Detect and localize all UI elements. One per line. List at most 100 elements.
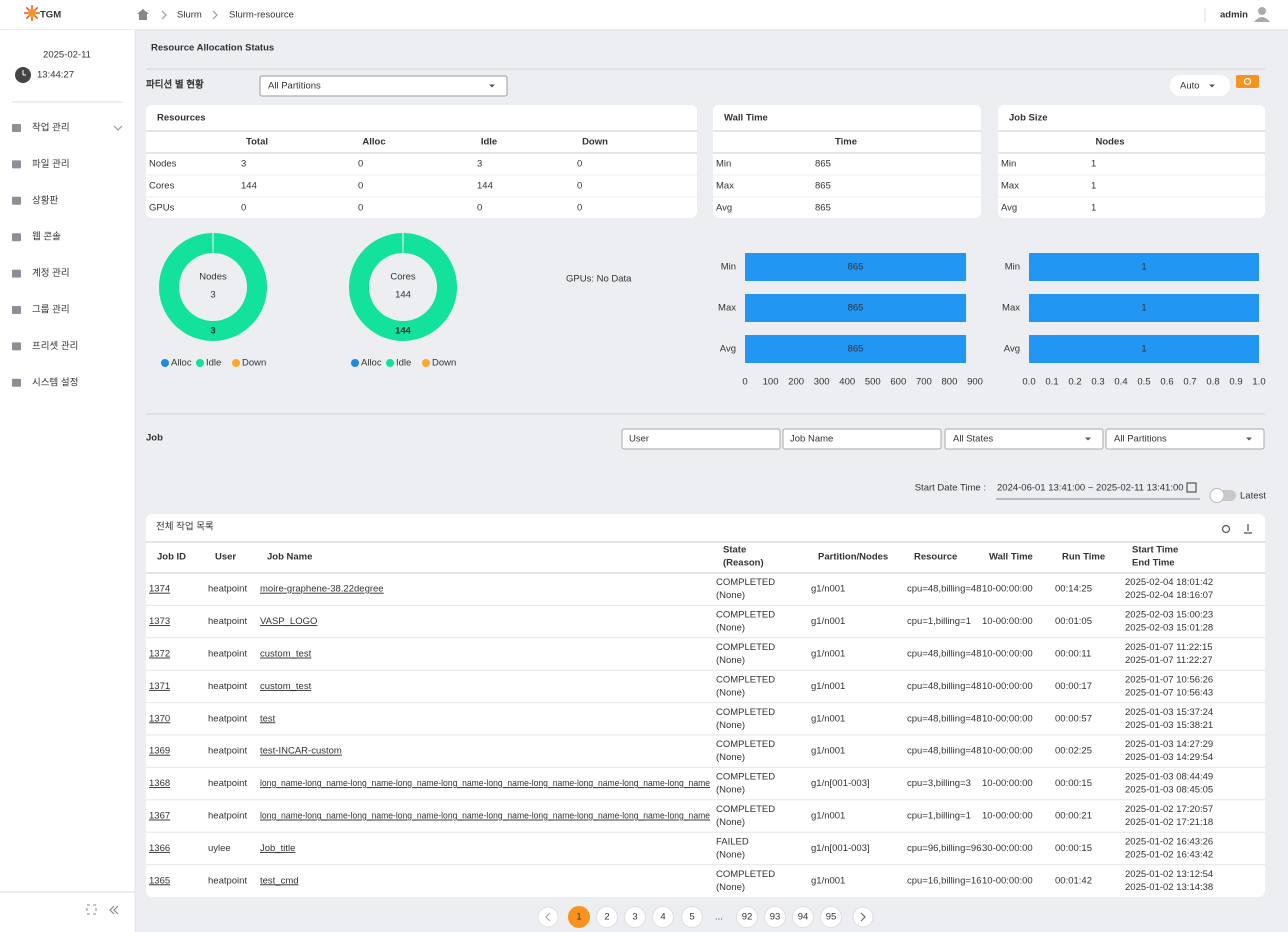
job-name-link[interactable]: Job_title: [260, 843, 295, 854]
page-button[interactable]: [568, 906, 590, 928]
reload-icon[interactable]: [1221, 524, 1231, 534]
legend-label[interactable]: Down: [242, 358, 266, 369]
page-number[interactable]: 95: [826, 912, 837, 923]
cell-user: heatpoint: [208, 713, 247, 724]
job-name-link[interactable]: VASP_LOGO: [260, 616, 317, 627]
column-header: Start Time: [1132, 545, 1178, 556]
cell-partition: g1/n001: [811, 681, 845, 692]
x-tick-label: 0.1: [1045, 377, 1058, 388]
legend-swatch: [161, 359, 169, 367]
page-number[interactable]: 3: [632, 912, 637, 923]
menu-item[interactable]: 파일 관리: [32, 159, 70, 170]
fullscreen-icon[interactable]: [86, 904, 97, 915]
cell-state: COMPLETED: [716, 707, 775, 718]
menu-item[interactable]: 상황판: [32, 195, 58, 206]
page-title: Resource Allocation Status: [151, 43, 274, 54]
legend-label[interactable]: Alloc: [171, 358, 192, 369]
text-input[interactable]: [621, 428, 781, 450]
job-id-link[interactable]: 1370: [149, 713, 170, 724]
page-button[interactable]: [681, 906, 703, 928]
menu-item[interactable]: 작업 관리: [32, 122, 70, 134]
cell-resource: cpu=3,billing=3: [907, 778, 971, 789]
page-number[interactable]: 94: [798, 912, 809, 923]
dropdown-arrow: [1209, 84, 1215, 88]
menu-item[interactable]: 계정 관리: [32, 267, 70, 279]
page-number[interactable]: 93: [770, 912, 781, 923]
cell-end-time: 2025-02-04 18:16:07: [1125, 590, 1213, 601]
home-icon[interactable]: [137, 9, 149, 20]
job-name-link[interactable]: custom_test: [260, 681, 312, 692]
job-name-link[interactable]: long_name-long_name-long_name-long_name-…: [260, 811, 710, 822]
cell-resource: cpu=1,billing=1: [907, 811, 971, 822]
x-tick-label: 0.6: [1160, 377, 1173, 388]
table-card: [146, 514, 1265, 897]
partition-select[interactable]: [259, 75, 508, 97]
cell-reason: (None): [716, 623, 745, 634]
cell-end-time: 2025-01-07 11:22:27: [1125, 655, 1213, 666]
donut-segment: [349, 233, 458, 341]
cell-resource: cpu=48,billing=48: [907, 584, 981, 595]
job-id-link[interactable]: 1368: [149, 778, 170, 789]
job-id-link[interactable]: 1367: [149, 811, 170, 822]
job-id-link[interactable]: 1365: [149, 875, 170, 886]
toggle-thumb[interactable]: [1209, 488, 1225, 503]
legend-label[interactable]: Alloc: [361, 358, 382, 369]
refresh-mode-select[interactable]: [1170, 75, 1230, 96]
cell-end-time: 2025-01-02 17:21:18: [1125, 817, 1213, 828]
page-number[interactable]: 92: [742, 912, 753, 923]
select[interactable]: [1105, 428, 1265, 450]
avatar-head[interactable]: [1258, 7, 1266, 15]
menu-item[interactable]: 그룹 관리: [32, 305, 70, 316]
page-button[interactable]: [652, 906, 674, 928]
job-name-link[interactable]: long_name-long_name-long_name-long_name-…: [260, 778, 710, 789]
page-number[interactable]: 2: [604, 912, 609, 923]
text-input[interactable]: [782, 428, 942, 450]
page-button[interactable]: [820, 906, 842, 928]
cell: 0: [577, 181, 582, 192]
job-id-link[interactable]: 1366: [149, 843, 170, 854]
refresh-button[interactable]: [1236, 75, 1259, 88]
page-button[interactable]: [596, 906, 618, 928]
job-id-link[interactable]: 1372: [149, 649, 170, 660]
row-label: Min: [1001, 159, 1016, 170]
job-id-link[interactable]: 1374: [149, 584, 170, 595]
menu-item[interactable]: 시스템 설정: [32, 376, 78, 388]
page-button[interactable]: [624, 906, 646, 928]
cell-resource: cpu=48,billing=48: [907, 713, 981, 724]
page-button[interactable]: [792, 906, 814, 928]
job-id-link[interactable]: 1371: [149, 681, 170, 692]
job-name-link[interactable]: test_cmd: [260, 875, 299, 886]
column-header: State: [723, 545, 746, 556]
job-id-link[interactable]: 1373: [149, 616, 170, 627]
page-number[interactable]: 5: [689, 912, 694, 923]
cell-wall-time: 10-00:00:00: [982, 681, 1033, 692]
job-name-link[interactable]: moire-graphene-38.22degree: [260, 584, 384, 595]
select[interactable]: [944, 428, 1104, 450]
cell-state: COMPLETED: [716, 610, 775, 621]
cell-run-time: 00:00:21: [1055, 811, 1092, 822]
cell-reason: (None): [716, 687, 745, 698]
menu-item[interactable]: 웹 콘솔: [32, 232, 61, 243]
legend-label[interactable]: Down: [432, 358, 456, 369]
job-name-link[interactable]: custom_test: [260, 649, 312, 660]
cell-end-time: 2025-01-03 08:45:05: [1125, 785, 1213, 796]
legend-label[interactable]: Idle: [206, 358, 221, 369]
calendar-icon[interactable]: [1186, 482, 1197, 493]
menu-icon: [12, 269, 21, 278]
job-name-link[interactable]: test-INCAR-custom: [260, 746, 342, 757]
job-id-link[interactable]: 1369: [149, 746, 170, 757]
job-name-link[interactable]: test: [260, 713, 276, 724]
menu-item[interactable]: 프리셋 관리: [32, 341, 78, 352]
cell-partition: g1/n001: [811, 649, 845, 660]
page-button[interactable]: [736, 906, 758, 928]
page-number[interactable]: 1: [576, 912, 581, 923]
column-header: User: [215, 552, 236, 563]
prev-page[interactable]: [537, 906, 559, 928]
breadcrumb-item[interactable]: Slurm: [177, 10, 202, 21]
date-range[interactable]: 2024-06-01 13:41:00 ~ 2025-02-11 13:41:0…: [997, 483, 1184, 494]
x-tick-label: 0.5: [1137, 377, 1150, 388]
legend-label[interactable]: Idle: [396, 358, 411, 369]
page-button[interactable]: [764, 906, 786, 928]
page-number[interactable]: 4: [660, 912, 665, 923]
next-page[interactable]: [852, 906, 874, 928]
